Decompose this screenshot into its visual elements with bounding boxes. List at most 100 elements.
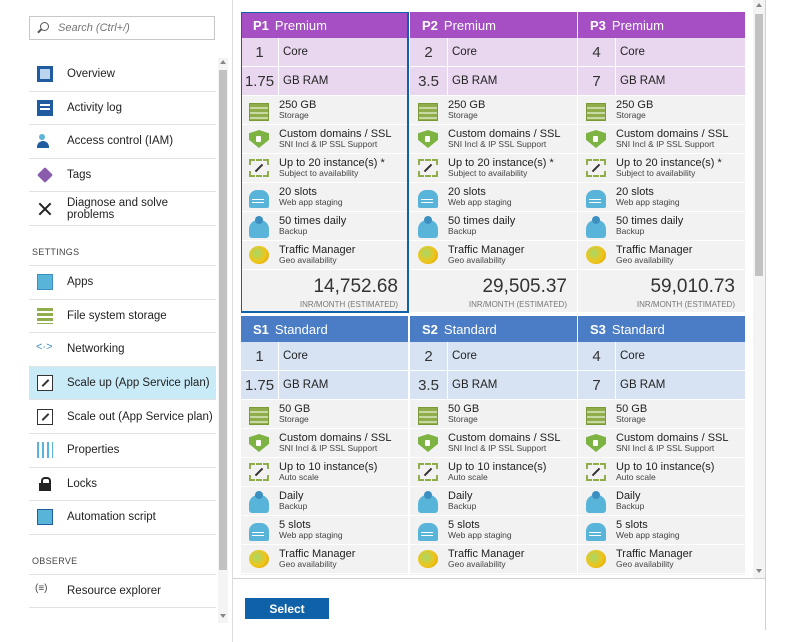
- cores-unit: Core: [452, 46, 477, 58]
- feature-title: Traffic Manager: [448, 548, 525, 560]
- resource-explorer-icon: [35, 583, 53, 599]
- feature-subtitle: Web app staging: [279, 197, 343, 207]
- sidebar-item-activity-log[interactable]: Activity log: [29, 92, 216, 126]
- plan-card-s1[interactable]: S1 Standard 1 Core 1.75 GB RAM 50 GB Sto…: [241, 316, 408, 575]
- search-input[interactable]: [58, 22, 208, 34]
- backup-cloud-icon: [249, 216, 269, 238]
- plan-code: P3: [590, 17, 606, 33]
- sidebar-item-scale-out[interactable]: Scale out (App Service plan): [29, 400, 216, 434]
- ram-unit: GB RAM: [283, 379, 329, 391]
- plan-card-p3[interactable]: P3 Premium 4 Core 7 GB RAM 250 GB Storag…: [578, 12, 745, 312]
- plan-feature: Custom domains / SSL SNI Incl & IP SSL S…: [241, 125, 408, 154]
- feature-subtitle: Auto scale: [616, 472, 656, 482]
- feature-subtitle: Geo availability: [448, 559, 506, 569]
- sidebar-item-label: Scale up (App Service plan): [67, 377, 210, 390]
- sidebar-item-tags[interactable]: Tags: [29, 159, 216, 193]
- scroll-up-icon[interactable]: [220, 60, 226, 64]
- feature-title: Daily: [616, 490, 641, 502]
- feature-title: Up to 20 instance(s) *: [448, 157, 554, 169]
- footer-divider: [233, 578, 765, 579]
- ram-unit: GB RAM: [452, 379, 498, 391]
- plan-card-p1[interactable]: P1 Premium 1 Core 1.75 GB RAM 250 GB Sto…: [241, 12, 409, 313]
- search-box[interactable]: [29, 16, 215, 40]
- ram-value: 3.5: [410, 67, 448, 95]
- automation-icon: [37, 509, 53, 526]
- scroll-up-icon[interactable]: [756, 3, 762, 7]
- plan-feature: 5 slots Web app staging: [578, 516, 745, 545]
- feature-subtitle: Geo availability: [279, 255, 337, 265]
- sidebar-item-networking[interactable]: Networking: [29, 333, 216, 367]
- select-button[interactable]: Select: [245, 598, 329, 619]
- cores-unit: Core: [620, 46, 645, 58]
- feature-subtitle: Web app staging: [616, 197, 680, 207]
- feature-subtitle: Backup: [279, 501, 308, 511]
- sidebar-item-apps[interactable]: Apps: [29, 266, 216, 300]
- sidebar-item-label: Scale out (App Service plan): [67, 410, 213, 423]
- plan-feature: Up to 10 instance(s) Auto scale: [410, 458, 577, 487]
- feature-title: Daily: [448, 490, 473, 502]
- plan-price: 14,752.68 INR/MONTH (ESTIMATED): [241, 270, 408, 309]
- ram-value: 1.75: [241, 67, 279, 95]
- feature-title: Custom domains / SSL: [616, 432, 729, 444]
- plan-card-s3[interactable]: S3 Standard 4 Core 7 GB RAM 50 GB Storag…: [578, 316, 745, 575]
- plan-cards: P1 Premium 1 Core 1.75 GB RAM 250 GB Sto…: [241, 12, 751, 575]
- plan-header: P1 Premium: [241, 12, 408, 38]
- sidebar-item-access-control[interactable]: Access control (IAM): [29, 125, 216, 159]
- feature-subtitle: Storage: [448, 110, 478, 120]
- feature-title: 50 GB: [448, 403, 480, 415]
- plan-feature: Up to 20 instance(s) * Subject to availa…: [241, 154, 408, 183]
- feature-subtitle: Backup: [616, 501, 645, 511]
- plan-card-p2[interactable]: P2 Premium 2 Core 3.5 GB RAM 250 GB Stor…: [410, 12, 577, 312]
- ram-value: 7: [578, 67, 616, 95]
- search-icon: [36, 21, 50, 35]
- sidebar-item-file-system-storage[interactable]: File system storage: [29, 300, 216, 334]
- price-amount: 29,505.37: [482, 276, 567, 297]
- backup-cloud-icon: [586, 491, 606, 513]
- scroll-down-icon[interactable]: [220, 614, 226, 618]
- plan-code: S1: [253, 321, 269, 337]
- feature-title: Traffic Manager: [616, 548, 693, 560]
- cores-value: 4: [578, 342, 616, 370]
- globe-icon: [586, 550, 606, 568]
- main-scrollbar[interactable]: [753, 0, 765, 578]
- plan-feature: Custom domains / SSL SNI Incl & IP SSL S…: [410, 125, 577, 154]
- sidebar-item-resource-explorer[interactable]: Resource explorer: [29, 575, 216, 609]
- sidebar-scroll-thumb[interactable]: [219, 70, 227, 570]
- storage-icon: [586, 103, 606, 121]
- cores-unit: Core: [620, 350, 645, 362]
- sidebar-item-label: Access control (IAM): [67, 135, 174, 148]
- plan-ram: 1.75 GB RAM: [241, 371, 408, 400]
- scroll-down-icon[interactable]: [756, 569, 762, 573]
- sidebar-scrollbar[interactable]: [218, 58, 228, 623]
- cores-unit: Core: [283, 350, 308, 362]
- sidebar-item-locks[interactable]: Locks: [29, 468, 216, 502]
- plan-code: S2: [422, 321, 438, 337]
- feature-title: 5 slots: [448, 519, 480, 531]
- plan-feature: Custom domains / SSL SNI Incl & IP SSL S…: [410, 429, 577, 458]
- plan-feature: Traffic Manager Geo availability: [410, 545, 577, 574]
- storage-icon: [418, 407, 438, 425]
- plan-feature: 50 GB Storage: [241, 400, 408, 429]
- sidebar-item-diagnose[interactable]: Diagnose and solve problems: [29, 192, 216, 226]
- plan-tier: Premium: [611, 17, 664, 33]
- plan-card-s2[interactable]: S2 Standard 2 Core 3.5 GB RAM 50 GB Stor…: [410, 316, 577, 575]
- scale-icon: [586, 159, 606, 177]
- sidebar-item-properties[interactable]: Properties: [29, 434, 216, 468]
- plan-cores: 1 Core: [241, 38, 408, 67]
- price-unit: INR/MONTH (ESTIMATED): [468, 300, 567, 309]
- backup-cloud-icon: [418, 216, 438, 238]
- ram-value: 1.75: [241, 371, 279, 399]
- plan-feature: 50 times daily Backup: [241, 212, 408, 241]
- sidebar-item-automation-script[interactable]: Automation script: [29, 501, 216, 535]
- feature-title: Up to 10 instance(s): [279, 461, 378, 473]
- scale-icon: [418, 159, 438, 177]
- feature-title: Traffic Manager: [279, 244, 356, 256]
- plan-cores: 4 Core: [578, 342, 745, 371]
- feature-subtitle: Geo availability: [616, 255, 674, 265]
- sidebar-item-scale-up[interactable]: Scale up (App Service plan): [29, 366, 216, 401]
- sidebar-item-overview[interactable]: Overview: [29, 58, 216, 92]
- activity-log-icon: [37, 99, 53, 116]
- plan-tier: Standard: [611, 321, 665, 337]
- main-scroll-thumb[interactable]: [755, 14, 763, 276]
